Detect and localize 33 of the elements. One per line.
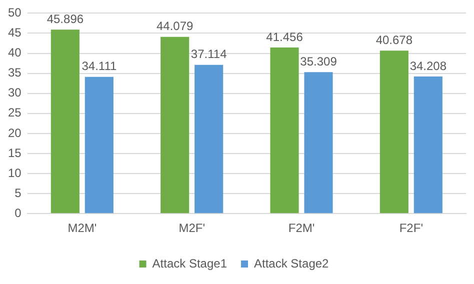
bar: [84, 76, 114, 214]
y-tick-label: 0: [14, 206, 22, 220]
bar: [194, 64, 224, 214]
bar: [304, 72, 333, 214]
y-tick-label: 30: [8, 86, 22, 100]
bar: [380, 50, 408, 214]
y-tick-label: 10: [8, 166, 22, 180]
x-tick-label: F2F': [399, 221, 423, 236]
y-tick-label: 50: [8, 6, 22, 20]
data-label: 34.111: [82, 59, 117, 74]
bar: [414, 76, 442, 214]
x-tick-label: F2M': [288, 221, 315, 236]
bar: [270, 47, 299, 214]
data-label: 35.309: [300, 54, 338, 68]
data-label: 34.208: [410, 58, 447, 73]
data-label: 40.678: [376, 32, 413, 47]
y-tick-label: 25: [8, 106, 22, 120]
legend-label: Attack Stage2: [254, 256, 330, 270]
data-label: 44.079: [156, 19, 194, 34]
bar: [50, 30, 80, 214]
y-tick-label: 15: [8, 146, 22, 160]
data-label: 37.114: [190, 47, 228, 62]
y-tick-label: 35: [8, 66, 22, 80]
legend-label: Attack Stage1: [152, 256, 228, 270]
y-tick-label: 45: [8, 26, 22, 40]
y-tick-label: 20: [8, 126, 22, 140]
bar: [160, 36, 190, 214]
x-tick-label: M2M': [68, 221, 97, 236]
data-label: 41.456: [266, 30, 304, 44]
x-tick-label: M2F': [178, 221, 205, 236]
y-tick-label: 5: [14, 186, 22, 200]
data-label: 45.896: [46, 12, 84, 26]
y-tick-label: 40: [8, 46, 22, 60]
